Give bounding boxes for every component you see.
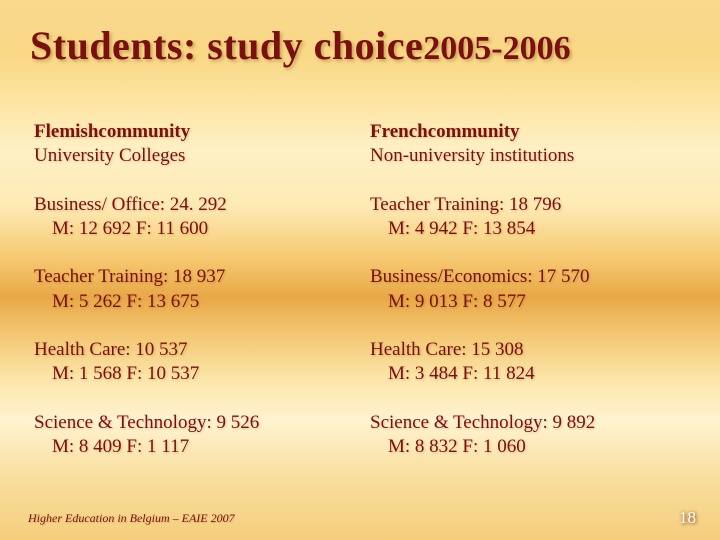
item-line1: Health Care: 15 308 xyxy=(370,338,686,362)
item-line1: Health Care: 10 537 xyxy=(34,338,350,362)
right-item: Health Care: 15 308 M: 3 484 F: 11 824 xyxy=(370,338,686,387)
content-columns: Flemishcommunity University Colleges Bus… xyxy=(34,120,686,483)
item-line2: M: 4 942 F: 13 854 xyxy=(370,217,686,241)
left-heading: Flemishcommunity University Colleges xyxy=(34,120,350,169)
item-line2: M: 12 692 F: 11 600 xyxy=(34,217,350,241)
right-heading: Frenchcommunity Non-university instituti… xyxy=(370,120,686,169)
left-heading-line2: University Colleges xyxy=(34,144,350,168)
item-line1: Teacher Training: 18 796 xyxy=(370,193,686,217)
right-heading-line2: Non-university institutions xyxy=(370,144,686,168)
right-item: Business/Economics: 17 570 M: 9 013 F: 8… xyxy=(370,265,686,314)
item-line1: Science & Technology: 9 892 xyxy=(370,411,686,435)
item-line1: Business/ Office: 24. 292 xyxy=(34,193,350,217)
left-column: Flemishcommunity University Colleges Bus… xyxy=(34,120,350,483)
footer-text: Higher Education in Belgium – EAIE 2007 xyxy=(28,511,235,526)
item-line2: M: 1 568 F: 10 537 xyxy=(34,362,350,386)
left-item: Science & Technology: 9 526 M: 8 409 F: … xyxy=(34,411,350,460)
left-item: Business/ Office: 24. 292 M: 12 692 F: 1… xyxy=(34,193,350,242)
right-heading-line1: Frenchcommunity xyxy=(370,120,686,144)
right-item: Science & Technology: 9 892 M: 8 832 F: … xyxy=(370,411,686,460)
item-line1: Science & Technology: 9 526 xyxy=(34,411,350,435)
item-line2: M: 5 262 F: 13 675 xyxy=(34,290,350,314)
slide-title: Students: study choice2005-2006 xyxy=(30,22,690,69)
title-main: Students: study choice xyxy=(30,23,423,68)
item-line1: Teacher Training: 18 937 xyxy=(34,265,350,289)
right-item: Teacher Training: 18 796 M: 4 942 F: 13 … xyxy=(370,193,686,242)
item-line1: Business/Economics: 17 570 xyxy=(370,265,686,289)
left-heading-line1: Flemishcommunity xyxy=(34,120,350,144)
item-line2: M: 3 484 F: 11 824 xyxy=(370,362,686,386)
left-item: Health Care: 10 537 M: 1 568 F: 10 537 xyxy=(34,338,350,387)
right-column: Frenchcommunity Non-university instituti… xyxy=(370,120,686,483)
item-line2: M: 8 832 F: 1 060 xyxy=(370,435,686,459)
page-number: 18 xyxy=(679,508,696,528)
title-year: 2005-2006 xyxy=(423,30,570,67)
item-line2: M: 9 013 F: 8 577 xyxy=(370,290,686,314)
item-line2: M: 8 409 F: 1 117 xyxy=(34,435,350,459)
left-item: Teacher Training: 18 937 M: 5 262 F: 13 … xyxy=(34,265,350,314)
